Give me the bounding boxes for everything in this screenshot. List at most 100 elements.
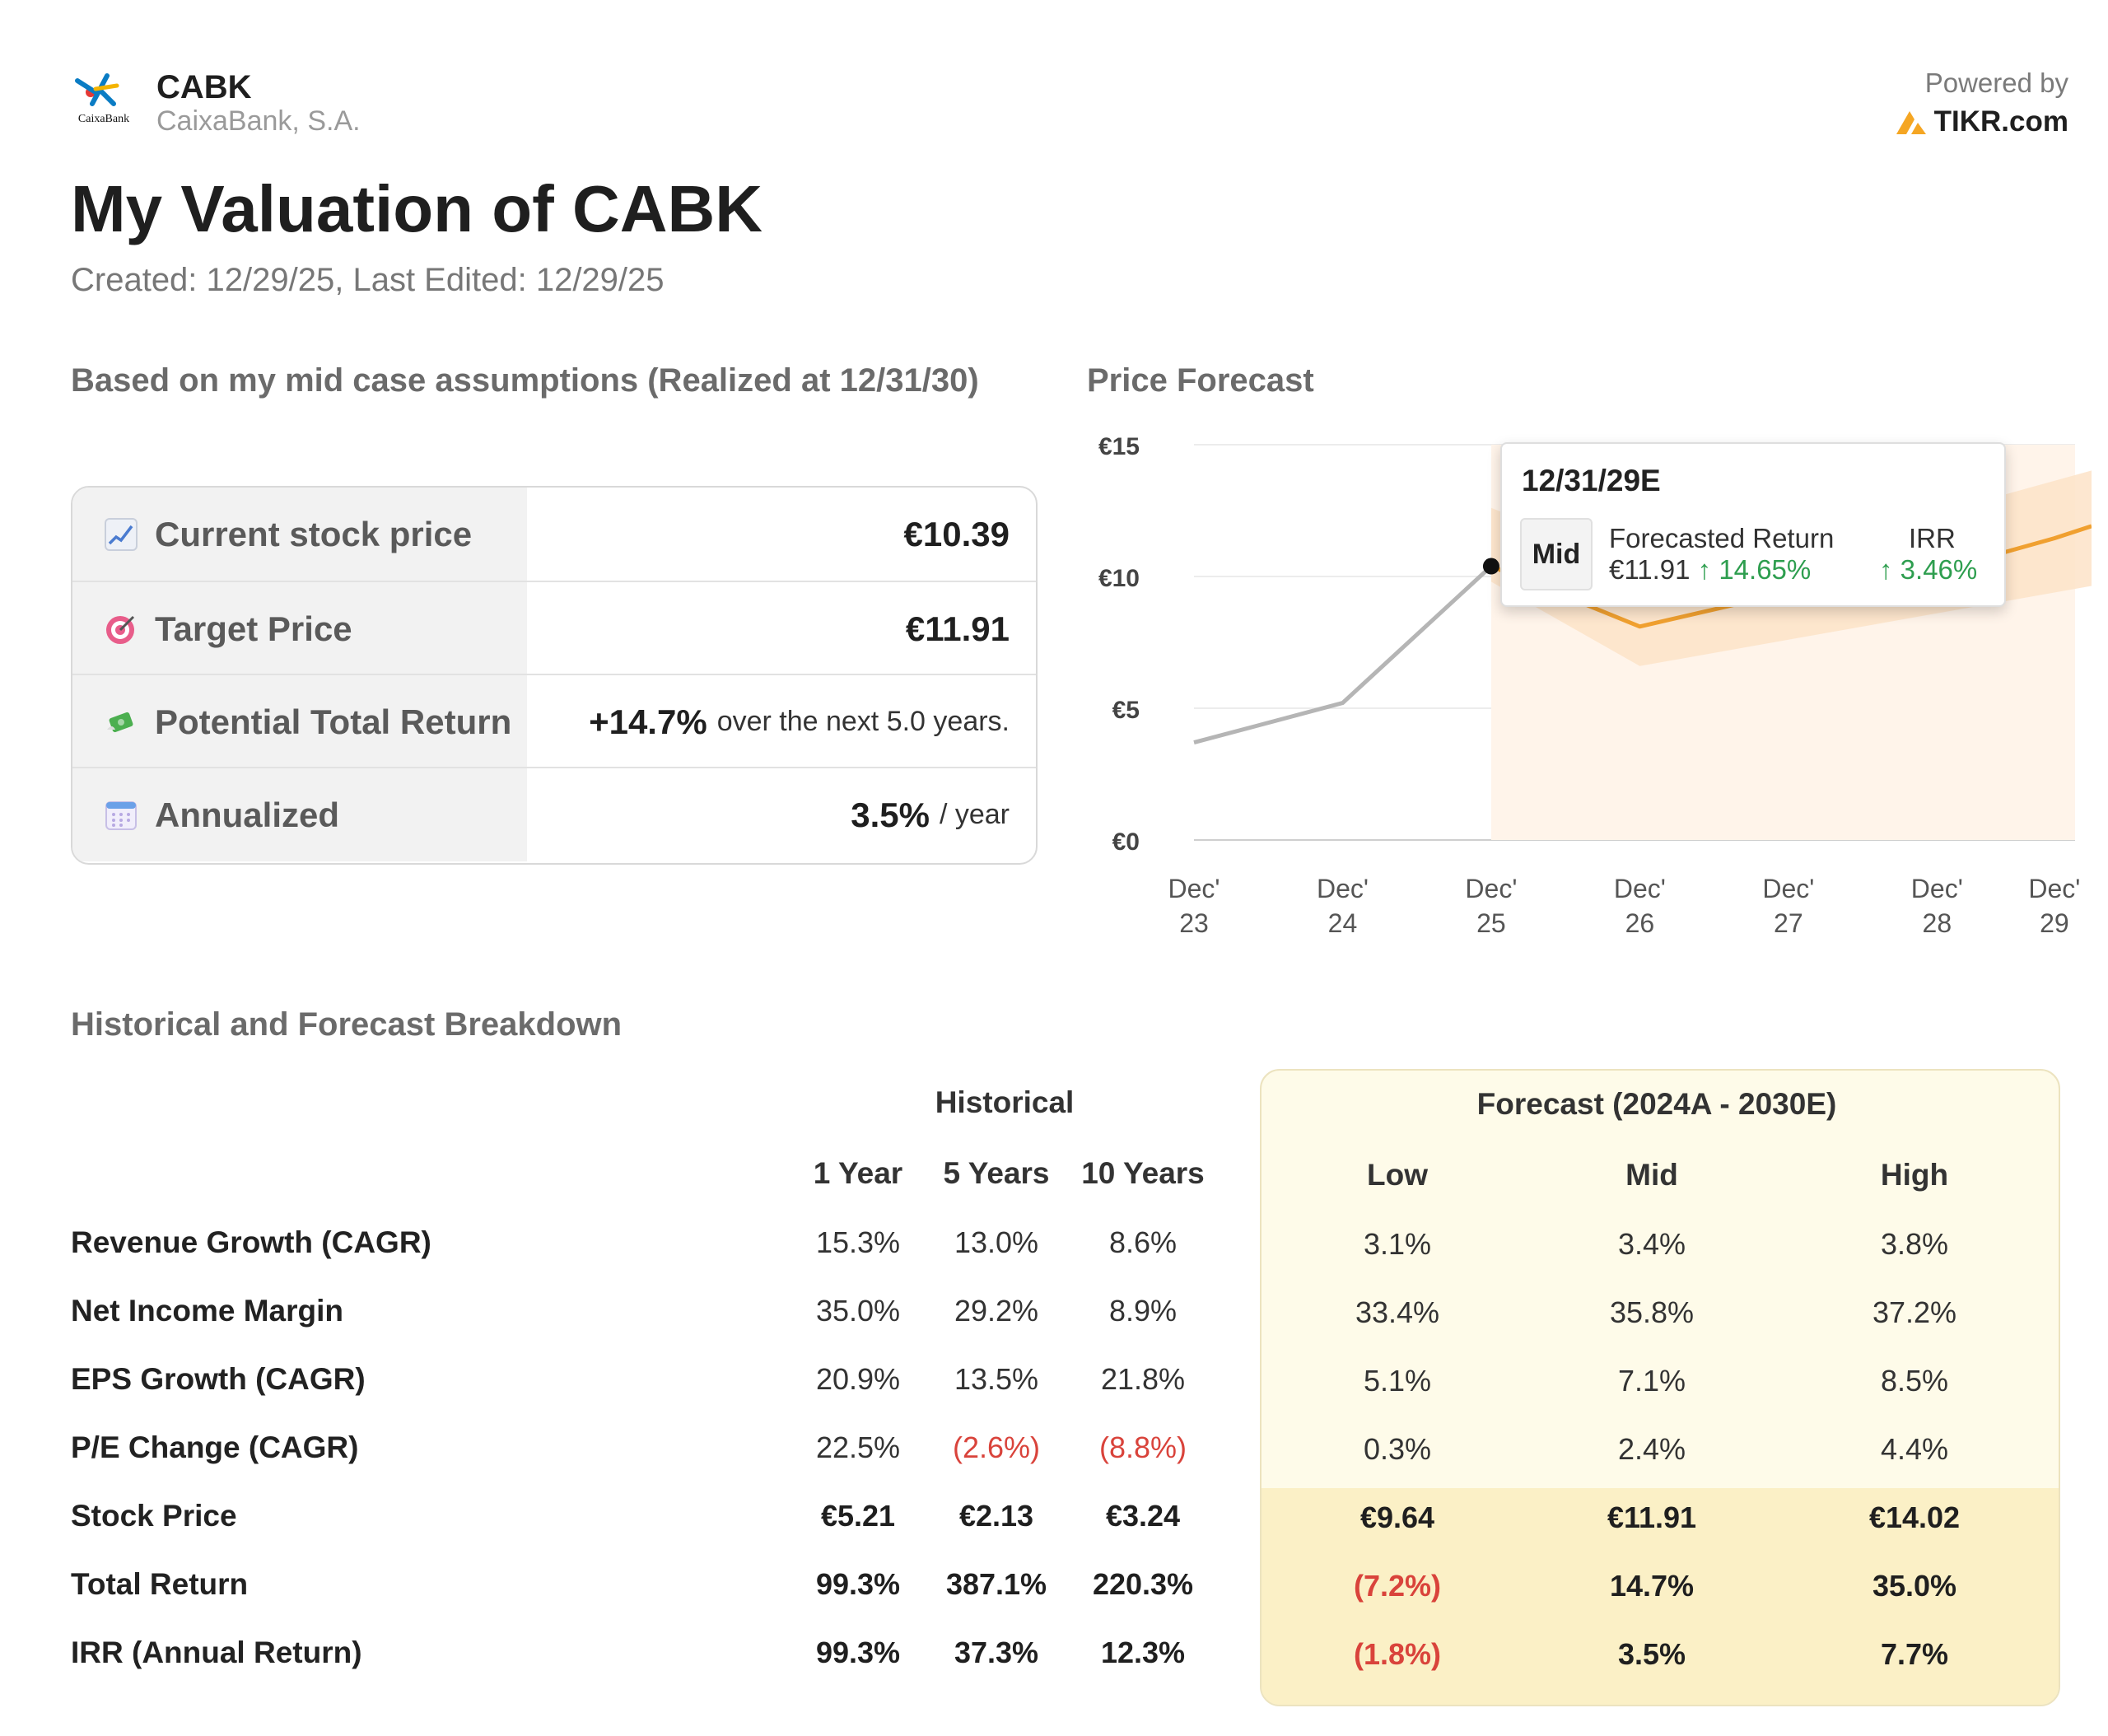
- money-with-wings-icon: [107, 712, 133, 732]
- tooltip-date: 12/31/29E: [1522, 464, 1661, 497]
- breakdown-row-label: Total Return: [71, 1567, 249, 1601]
- chart-increasing-icon: [105, 517, 138, 551]
- historical-cell: 21.8%: [1100, 1362, 1186, 1396]
- historical-cell: 99.3%: [815, 1636, 901, 1669]
- tooltip-irr-value: ↑ 3.46%: [1879, 554, 1978, 585]
- breakdown-row-label: IRR (Annual Return): [71, 1636, 362, 1669]
- forecast-panel: [1260, 1069, 2060, 1706]
- historical-cell: 13.0%: [954, 1225, 1039, 1259]
- summary-label: Potential Total Return: [155, 702, 512, 741]
- forecast-cell: 0.3%: [1363, 1432, 1432, 1466]
- forecast-cell: 3.8%: [1880, 1227, 1949, 1261]
- x-tick-label: 24: [1328, 908, 1358, 938]
- forecast-cell: 2.4%: [1617, 1432, 1686, 1466]
- historical-cell: 22.5%: [815, 1430, 901, 1464]
- caixabank-logo: CaixaBank: [71, 71, 137, 128]
- x-tick-label: 28: [1923, 908, 1952, 938]
- historical-cell: €5.21: [820, 1499, 896, 1533]
- x-tick-label: Dec': [1762, 874, 1814, 903]
- current-price-value: €10.39: [903, 514, 1010, 553]
- summary-row-total-return: Potential Total Return +14.7% over the n…: [72, 674, 1036, 768]
- logo-wordmark: CaixaBank: [78, 113, 129, 125]
- y-tick-label: €15: [1098, 433, 1140, 460]
- tooltip-return-label: Forecasted Return: [1609, 523, 1835, 553]
- summary-label: Target Price: [155, 609, 352, 648]
- historical-cell: 99.3%: [815, 1567, 901, 1601]
- breakdown-heading: Historical and Forecast Breakdown: [71, 1006, 623, 1043]
- historical-col-header: 5 Years: [943, 1156, 1050, 1190]
- y-tick-label: €0: [1112, 828, 1140, 856]
- x-tick-label: Dec': [1465, 874, 1517, 903]
- historical-cell: 20.9%: [815, 1362, 901, 1396]
- forecast-results-highlight: [1262, 1488, 2059, 1705]
- calendar-icon: [105, 800, 137, 830]
- historical-group-header: Historical: [935, 1085, 1075, 1119]
- forecast-cell: 7.1%: [1617, 1364, 1686, 1398]
- breakdown-row-label: P/E Change (CAGR): [71, 1430, 359, 1464]
- forecast-cell: 37.2%: [1872, 1295, 1957, 1329]
- historical-col-header: 1 Year: [813, 1156, 903, 1190]
- forecast-cell: 3.1%: [1363, 1227, 1432, 1261]
- historical-cell: 387.1%: [945, 1567, 1047, 1601]
- company-name: CaixaBank, S.A.: [156, 105, 361, 137]
- powered-by-label: Powered by: [1924, 68, 2068, 98]
- forecast-cell: €14.02: [1868, 1500, 1961, 1534]
- x-tick-label: Dec': [1614, 874, 1666, 903]
- page-title: My Valuation of CABK: [71, 172, 763, 245]
- forecast-group-header: Forecast (2024A - 2030E): [1476, 1087, 1837, 1121]
- forecast-col-header: Mid: [1625, 1158, 1678, 1192]
- forecast-cell: 5.1%: [1363, 1364, 1432, 1398]
- total-return-suffix: over the next 5.0 years.: [716, 706, 1010, 737]
- tooltip-case-badge: Mid: [1520, 518, 1593, 590]
- target-icon: [106, 615, 135, 644]
- historical-cell: (8.8%): [1098, 1430, 1187, 1464]
- summary-card: Current stock price €10.39 Target Price …: [71, 486, 1038, 865]
- forecast-cell: (7.2%): [1353, 1569, 1442, 1603]
- forecast-cell: €9.64: [1359, 1500, 1435, 1534]
- created-edited-dates: Created: 12/29/25, Last Edited: 12/29/25: [71, 262, 665, 298]
- summary-row-annualized: Annualized 3.5% / year: [72, 767, 1036, 861]
- tikr-brand-label: TIKR.com: [1933, 105, 2068, 138]
- forecast-cell: €11.91: [1607, 1500, 1697, 1534]
- historical-cell: 37.3%: [954, 1636, 1039, 1669]
- x-tick-label: Dec': [2028, 874, 2080, 903]
- historical-cell: €3.24: [1105, 1499, 1181, 1533]
- forecast-cell: 3.4%: [1617, 1227, 1686, 1261]
- forecast-cell: 3.5%: [1617, 1637, 1686, 1671]
- historical-cell: 35.0%: [815, 1294, 901, 1328]
- historical-cell: €2.13: [958, 1499, 1034, 1533]
- breakdown-row-label: Net Income Margin: [71, 1294, 343, 1328]
- target-price-value: €11.91: [905, 609, 1010, 648]
- tikr-brand-link[interactable]: TIKR.com: [1895, 105, 2068, 138]
- total-return-value: +14.7%: [589, 702, 707, 741]
- chart-heading: Price Forecast: [1087, 362, 1314, 399]
- forecast-cell: 14.7%: [1609, 1569, 1695, 1603]
- breakdown-row-label: Revenue Growth (CAGR): [71, 1225, 431, 1259]
- historical-price-line: [1193, 564, 1493, 745]
- historical-cell: 15.3%: [815, 1225, 901, 1259]
- ticker-symbol: CABK: [156, 69, 252, 105]
- summary-label: Current stock price: [155, 514, 473, 553]
- historical-cell: 13.5%: [954, 1362, 1039, 1396]
- x-tick-label: Dec': [1317, 874, 1369, 903]
- historical-col-header: 10 Years: [1081, 1156, 1205, 1190]
- forecast-cell: 35.8%: [1609, 1295, 1695, 1329]
- x-tick-label: Dec': [1911, 874, 1963, 903]
- forecast-cell: (1.8%): [1353, 1637, 1442, 1671]
- historical-cell: 12.3%: [1100, 1636, 1186, 1669]
- forecast-cell: 7.7%: [1880, 1637, 1949, 1671]
- forecast-cell: 8.5%: [1880, 1364, 1949, 1398]
- x-tick-label: 26: [1625, 908, 1655, 938]
- tooltip-return-value: ↑ 14.65%: [1697, 554, 1812, 585]
- historical-cell: 220.3%: [1092, 1567, 1194, 1601]
- annualized-suffix: / year: [939, 799, 1010, 830]
- y-tick-label: €5: [1112, 697, 1140, 724]
- forecast-col-header: Low: [1367, 1158, 1428, 1192]
- summary-label: Annualized: [155, 795, 340, 834]
- forecast-cell: 4.4%: [1880, 1432, 1949, 1466]
- forecast-col-header: High: [1880, 1158, 1949, 1192]
- tooltip-price: €11.91: [1609, 554, 1691, 585]
- current-price-point: [1482, 558, 1499, 575]
- forecast-cell: 35.0%: [1872, 1569, 1957, 1603]
- summary-row-target-price: Target Price €11.91: [72, 581, 1036, 675]
